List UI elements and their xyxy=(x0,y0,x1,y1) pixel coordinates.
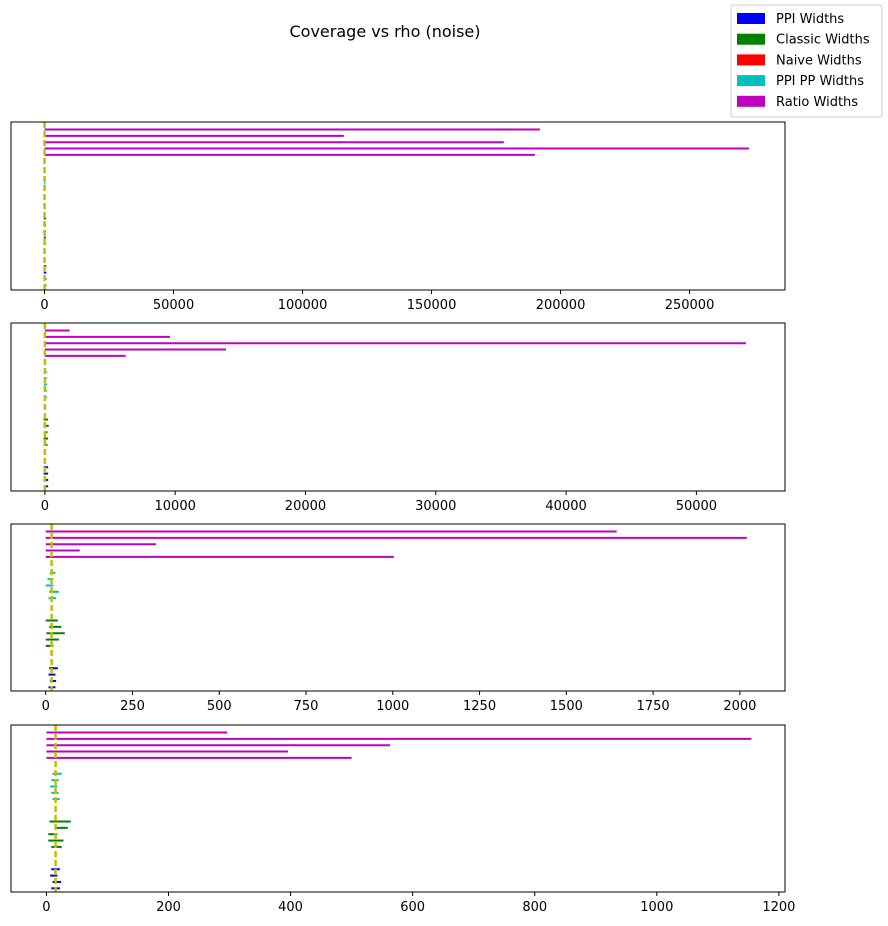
legend-frame xyxy=(730,4,883,118)
x-tick-label: 0 xyxy=(42,900,50,915)
x-tick-label: 400 xyxy=(278,900,303,915)
x-tick-label: 40000 xyxy=(545,499,586,514)
x-tick-label: 100000 xyxy=(278,298,328,313)
legend-swatch xyxy=(737,13,765,24)
x-tick-label: 250000 xyxy=(665,298,715,313)
x-tick-label: 150000 xyxy=(407,298,457,313)
subplot-1: 0 50000 100000 150000 200000 250000 xyxy=(10,121,786,313)
x-tick-label: 10000 xyxy=(155,499,196,514)
x-tick-label: 30000 xyxy=(415,499,456,514)
x-tick-label: 600 xyxy=(400,900,425,915)
legend-swatch xyxy=(737,33,765,45)
subplot-4: 0 200 400 600 800 1000 1200 xyxy=(10,724,795,915)
x-tick-label: 50000 xyxy=(676,499,717,514)
legend-label: Naive Widths xyxy=(776,53,862,68)
x-tick-label: 750 xyxy=(294,699,319,714)
legend-label: PPI PP Widths xyxy=(776,74,864,89)
legend-swatch xyxy=(737,75,765,87)
x-tick-label: 200 xyxy=(156,900,181,915)
subplot-3: 0 250 500 750 1000 1250 1500 1750 2000 xyxy=(10,523,786,714)
legend-swatch xyxy=(737,54,765,66)
x-tick-label: 500 xyxy=(207,699,232,714)
legend-label: Classic Widths xyxy=(776,33,870,48)
x-tick-label: 2000 xyxy=(723,699,756,714)
x-tick-label: 0 xyxy=(42,699,50,714)
x-tick-label: 0 xyxy=(41,499,49,514)
axes-frame xyxy=(10,724,786,893)
x-tick-label: 1250 xyxy=(463,699,496,714)
axes-frame xyxy=(10,322,786,492)
x-tick-label: 800 xyxy=(522,900,547,915)
x-tick-label: 0 xyxy=(40,298,48,313)
legend-swatch xyxy=(737,95,765,107)
x-tick-label: 1750 xyxy=(637,699,670,714)
axes-frame xyxy=(10,121,786,291)
x-tick-label: 20000 xyxy=(285,499,326,514)
figure-title: Coverage vs rho (noise) xyxy=(290,22,481,41)
legend-label: PPI Widths xyxy=(776,12,844,27)
x-tick-label: 1200 xyxy=(762,900,795,915)
x-tick-label: 1000 xyxy=(376,699,409,714)
x-tick-label: 250 xyxy=(120,699,145,714)
x-tick-label: 1000 xyxy=(640,900,673,915)
x-tick-label: 50000 xyxy=(153,298,194,313)
x-tick-label: 200000 xyxy=(536,298,586,313)
axes-frame xyxy=(10,523,786,692)
x-tick-label: 1500 xyxy=(550,699,583,714)
legend-label: Ratio Widths xyxy=(776,95,858,110)
subplot-2: 0 10000 20000 30000 40000 50000 xyxy=(10,322,786,514)
legend: PPI Widths Classic Widths Naive Widths PPI … xyxy=(730,4,883,118)
